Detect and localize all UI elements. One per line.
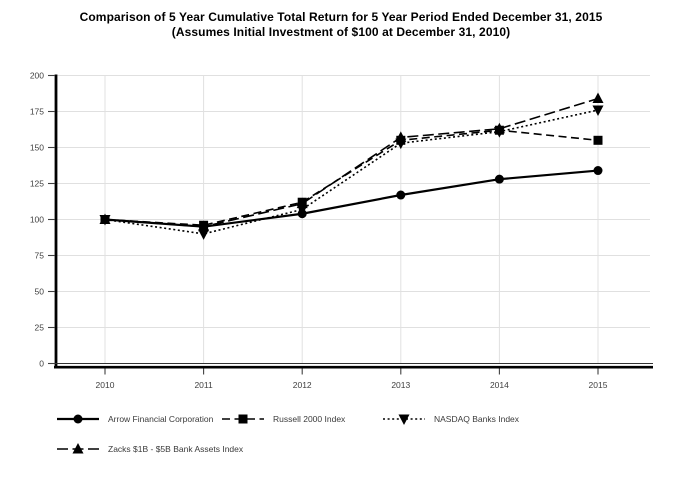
legend-item-russell-2000-index: Russell 2000 Index bbox=[222, 412, 345, 426]
y-tick-label: 175 bbox=[30, 107, 44, 117]
y-tick-label: 125 bbox=[30, 179, 44, 189]
y-tick-label: 50 bbox=[35, 287, 45, 297]
y-tick-label: 150 bbox=[30, 143, 44, 153]
legend-item-nasdaq-banks-index: NASDAQ Banks Index bbox=[383, 412, 519, 426]
data-point-nasdaq-banks-index bbox=[493, 127, 505, 138]
data-point-arrow-financial-corporation bbox=[100, 215, 110, 224]
data-point-russell-2000-index bbox=[593, 135, 603, 145]
legend-label: Zacks $1B - $5B Bank Assets Index bbox=[108, 444, 244, 454]
x-tick-label: 2012 bbox=[293, 380, 312, 390]
circle-marker-icon bbox=[57, 414, 99, 424]
data-point-arrow-financial-corporation bbox=[297, 209, 307, 219]
y-tick-label: 75 bbox=[35, 251, 45, 261]
chart-title-line2: (Assumes Initial Investment of $100 at D… bbox=[171, 25, 511, 39]
y-tick-label: 0 bbox=[39, 359, 44, 369]
legend-swatch-marker bbox=[398, 414, 410, 425]
x-tick-label: 2014 bbox=[490, 380, 509, 390]
legend-label: Russell 2000 Index bbox=[273, 414, 346, 424]
data-point-arrow-financial-corporation bbox=[199, 222, 209, 232]
data-point-nasdaq-banks-index bbox=[592, 105, 604, 117]
data-point-arrow-financial-corporation bbox=[593, 166, 603, 176]
y-tick-label: 200 bbox=[30, 71, 44, 81]
y-tick-label: 25 bbox=[35, 323, 45, 333]
chart-title-line1: Comparison of 5 Year Cumulative Total Re… bbox=[79, 10, 603, 24]
legend-swatch-marker bbox=[73, 414, 83, 424]
x-tick-label: 2011 bbox=[194, 380, 213, 390]
series-line-nasdaq-banks-index bbox=[104, 109, 599, 235]
legend-swatch-marker bbox=[238, 414, 248, 424]
x-tick-label: 2013 bbox=[391, 380, 410, 390]
triangle-down-marker-icon bbox=[383, 414, 425, 425]
data-point-nasdaq-banks-index bbox=[198, 229, 210, 240]
legend-item-arrow-financial-corporation: Arrow Financial Corporation bbox=[57, 412, 213, 426]
data-point-nasdaq-banks-index bbox=[395, 138, 407, 150]
square-marker-icon bbox=[222, 414, 264, 424]
series-line-zacks-1b-5b-bank-assets-index bbox=[104, 97, 599, 228]
legend-label: Arrow Financial Corporation bbox=[108, 414, 214, 424]
x-tick-label: 2015 bbox=[589, 380, 608, 390]
data-point-arrow-financial-corporation bbox=[494, 174, 504, 184]
data-point-arrow-financial-corporation bbox=[396, 190, 406, 200]
legend-swatch-marker bbox=[72, 443, 84, 454]
legend-item-zacks-bank-assets-index: Zacks $1B - $5B Bank Assets Index bbox=[57, 442, 243, 456]
series-line-arrow-financial-corporation bbox=[104, 169, 599, 228]
data-point-zacks-1b-5b-bank-assets-index bbox=[592, 92, 604, 104]
series-line-russell-2000-index bbox=[104, 129, 599, 227]
triangle-up-marker-icon bbox=[57, 443, 99, 454]
chart-title: Comparison of 5 Year Cumulative Total Re… bbox=[0, 10, 682, 40]
legend-label: NASDAQ Banks Index bbox=[434, 414, 520, 424]
y-tick-label: 100 bbox=[30, 215, 44, 225]
x-tick-label: 2010 bbox=[96, 380, 115, 390]
